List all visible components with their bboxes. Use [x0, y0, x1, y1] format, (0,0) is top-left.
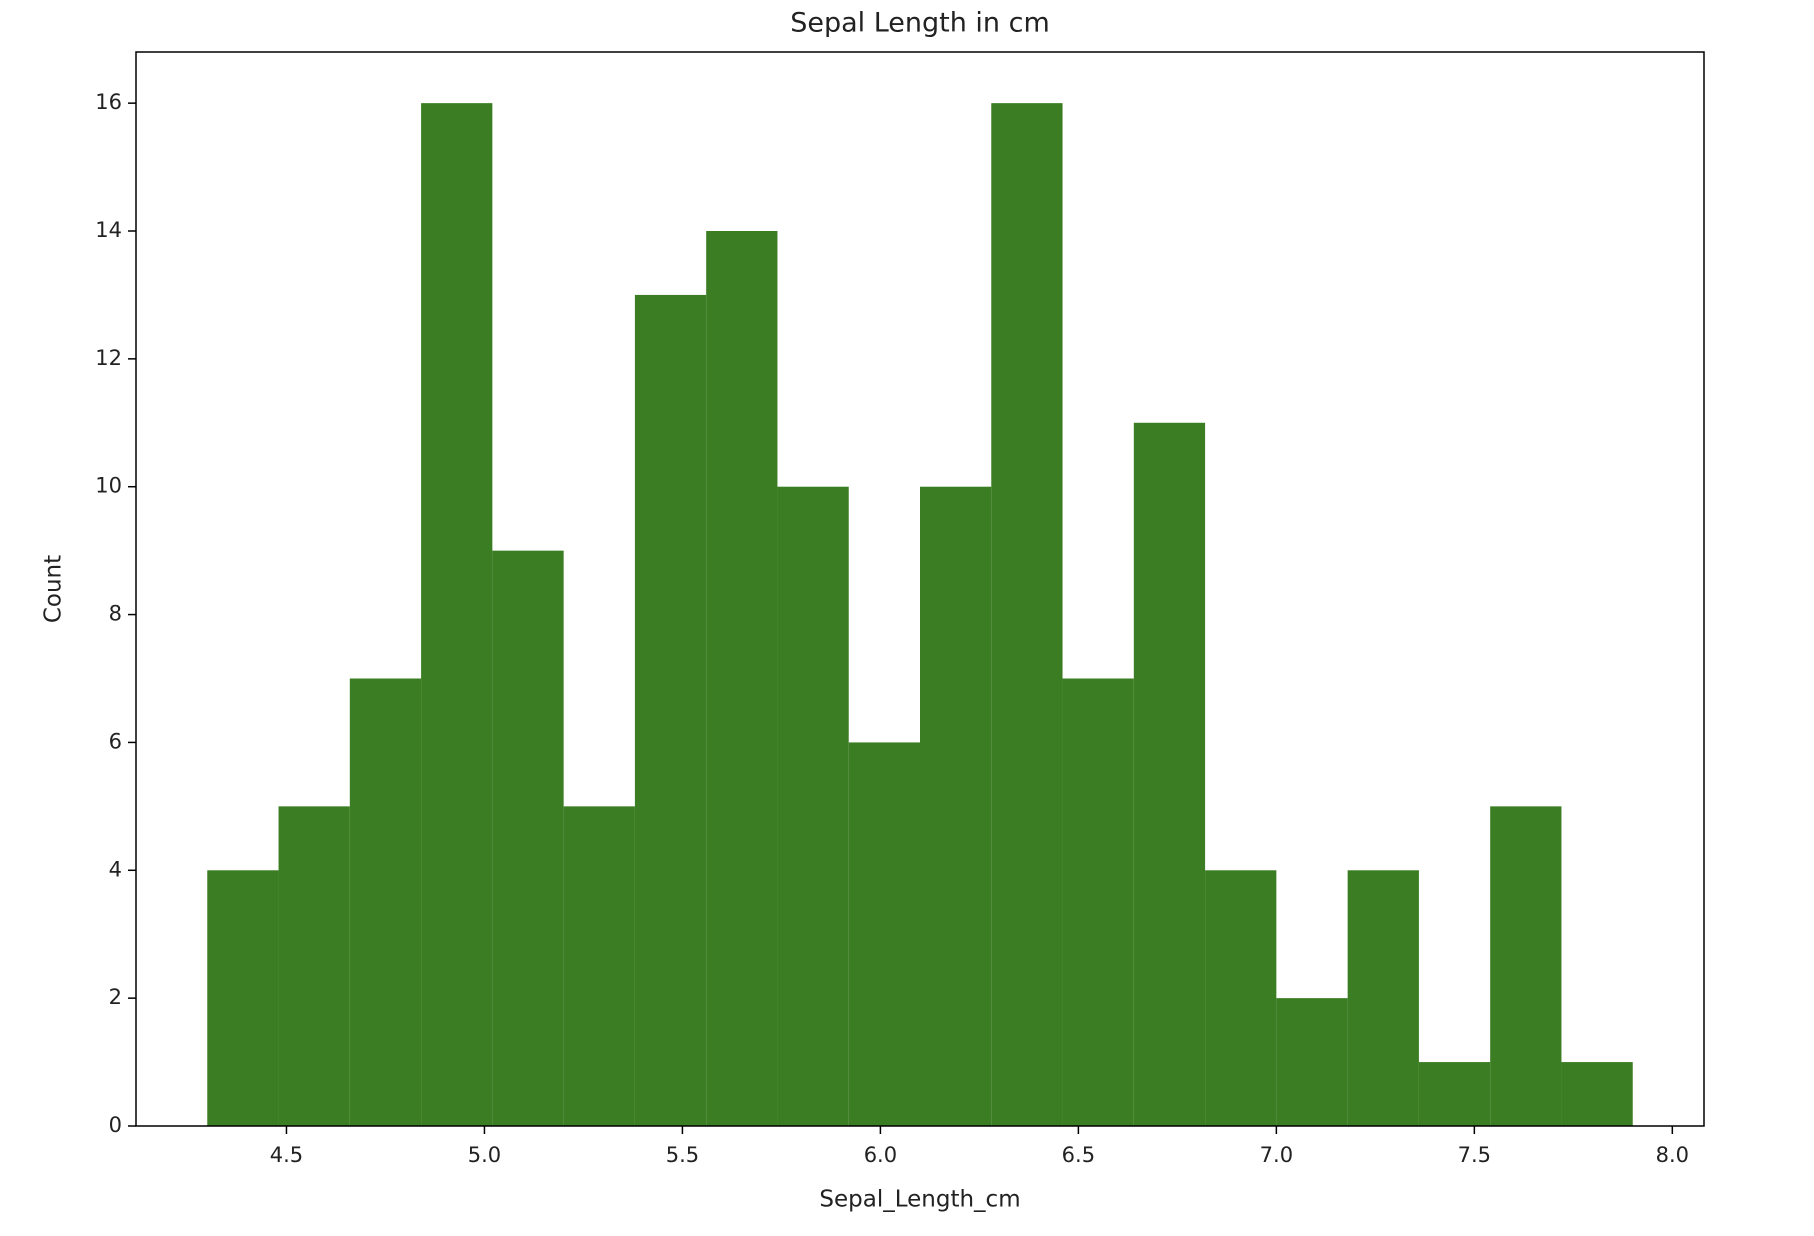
bar: [920, 486, 992, 1126]
x-tick-label: 6.5: [1062, 1143, 1095, 1167]
bar: [349, 678, 422, 1126]
bar: [706, 231, 778, 1126]
chart-title: Sepal Length in cm: [790, 8, 1050, 39]
axes-frame: [135, 51, 1705, 1127]
x-tick-label: 5.5: [666, 1143, 699, 1167]
plot-area: [207, 103, 1633, 1126]
y-tick-label: 14: [95, 218, 122, 242]
bar: [563, 806, 635, 1126]
bar: [1205, 870, 1277, 1126]
y-tick-label: 0: [109, 1113, 122, 1137]
x-tick-label: 8.0: [1656, 1143, 1689, 1167]
x-axis-label: Sepal_Length_cm: [819, 1187, 1020, 1213]
bar: [207, 870, 279, 1126]
bar: [1276, 998, 1348, 1126]
bar: [777, 486, 849, 1126]
bar: [1347, 870, 1419, 1126]
bar: [421, 103, 493, 1126]
bar: [634, 294, 707, 1126]
x-tick-label: 7.5: [1458, 1143, 1491, 1167]
y-tick-label: 8: [109, 602, 122, 626]
bar: [1418, 1062, 1491, 1126]
bar: [1561, 1062, 1633, 1126]
x-tick-label: 7.0: [1260, 1143, 1293, 1167]
y-tick-label: 12: [95, 346, 122, 370]
y-tick-label: 2: [109, 985, 122, 1009]
x-tick-label: 6.0: [864, 1143, 897, 1167]
bar: [278, 806, 350, 1126]
bar: [848, 742, 920, 1126]
y-tick-label: 6: [109, 729, 122, 753]
y-tick-label: 16: [95, 90, 122, 114]
bar: [1133, 422, 1206, 1126]
y-tick-label: 10: [95, 474, 122, 498]
bar: [1490, 806, 1562, 1126]
bar: [991, 103, 1063, 1126]
y-tick-label: 4: [109, 857, 122, 881]
bar: [1062, 678, 1134, 1126]
bar: [492, 550, 564, 1126]
x-tick-label: 4.5: [270, 1143, 303, 1167]
x-tick-label: 5.0: [468, 1143, 501, 1167]
y-axis-label: Count: [41, 555, 67, 623]
